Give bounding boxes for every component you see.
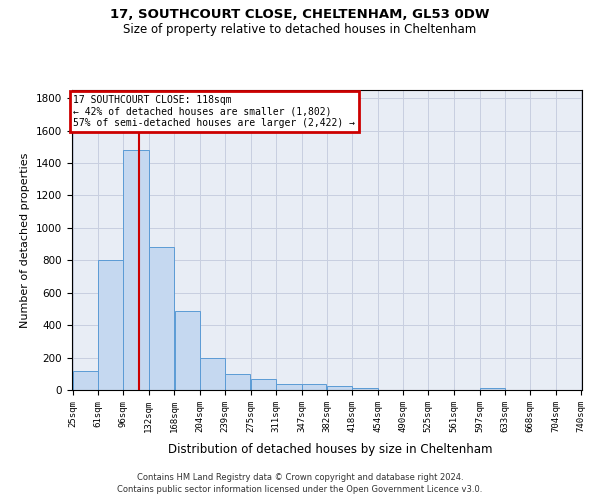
Bar <box>98 260 123 390</box>
Bar <box>73 370 98 390</box>
Bar <box>149 248 174 390</box>
Y-axis label: Number of detached properties: Number of detached properties <box>20 152 31 328</box>
Bar <box>480 388 505 390</box>
Text: Distribution of detached houses by size in Cheltenham: Distribution of detached houses by size … <box>168 442 492 456</box>
Bar <box>225 374 250 390</box>
Text: Size of property relative to detached houses in Cheltenham: Size of property relative to detached ho… <box>124 22 476 36</box>
Bar <box>251 380 276 390</box>
Text: Contains public sector information licensed under the Open Government Licence v3: Contains public sector information licen… <box>118 485 482 494</box>
Bar <box>327 386 352 390</box>
Text: Contains HM Land Registry data © Crown copyright and database right 2024.: Contains HM Land Registry data © Crown c… <box>137 472 463 482</box>
Bar <box>302 384 326 390</box>
Bar <box>175 310 200 390</box>
Bar <box>124 150 149 390</box>
Text: 17, SOUTHCOURT CLOSE, CHELTENHAM, GL53 0DW: 17, SOUTHCOURT CLOSE, CHELTENHAM, GL53 0… <box>110 8 490 20</box>
Bar <box>277 384 302 390</box>
Bar <box>200 358 225 390</box>
Text: 17 SOUTHCOURT CLOSE: 118sqm
← 42% of detached houses are smaller (1,802)
57% of : 17 SOUTHCOURT CLOSE: 118sqm ← 42% of det… <box>73 95 355 128</box>
Bar <box>352 388 377 390</box>
